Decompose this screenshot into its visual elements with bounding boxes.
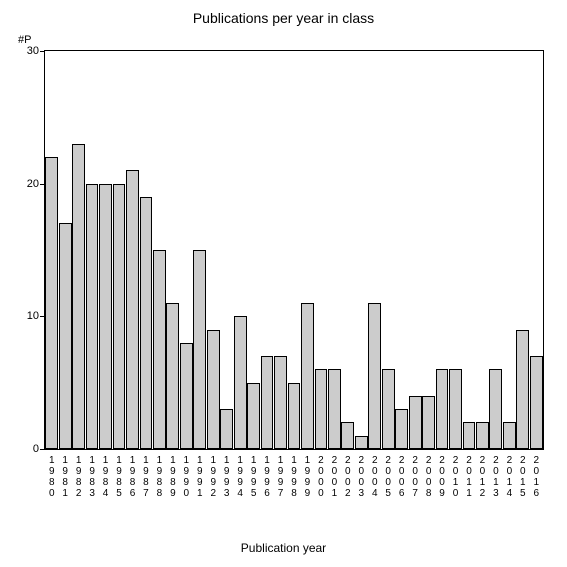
bar	[503, 422, 516, 449]
bar	[193, 250, 206, 449]
plot-area	[44, 50, 544, 450]
bar	[180, 343, 193, 449]
bar	[301, 303, 314, 449]
xtick-label: 2013	[491, 455, 501, 499]
xtick-label: 1996	[262, 455, 272, 499]
xtick-label: 2005	[383, 455, 393, 499]
bar	[86, 184, 99, 449]
xtick-label: 2015	[518, 455, 528, 499]
bar	[234, 316, 247, 449]
bar	[315, 369, 328, 449]
xtick-label: 2012	[477, 455, 487, 499]
xtick-label: 1991	[195, 455, 205, 499]
bar	[274, 356, 287, 449]
xtick-label: 2016	[531, 455, 541, 499]
chart-title: Publications per year in class	[0, 10, 567, 26]
bar	[220, 409, 233, 449]
bar	[436, 369, 449, 449]
xtick-label: 1988	[154, 455, 164, 499]
bars-group	[45, 51, 543, 449]
bar	[126, 170, 139, 449]
ytick-label: 20	[9, 178, 39, 190]
xaxis-label: Publication year	[0, 541, 567, 555]
xtick-label: 1989	[168, 455, 178, 499]
bar	[328, 369, 341, 449]
bar	[409, 396, 422, 449]
bar	[247, 383, 260, 449]
xtick-label: 2010	[451, 455, 461, 499]
bar	[140, 197, 153, 449]
xtick-label: 2000	[316, 455, 326, 499]
xtick-label: 1982	[74, 455, 84, 499]
xtick-label: 1987	[141, 455, 151, 499]
bar	[382, 369, 395, 449]
xtick-label: 1995	[249, 455, 259, 499]
xtick-label: 2004	[370, 455, 380, 499]
xtick-label: 1984	[101, 455, 111, 499]
bar	[530, 356, 543, 449]
bar	[153, 250, 166, 449]
bar	[45, 157, 58, 449]
xtick-label: 1999	[302, 455, 312, 499]
bar	[207, 330, 220, 449]
bar	[113, 184, 126, 449]
bar	[288, 383, 301, 449]
xtick-label: 1986	[127, 455, 137, 499]
bar	[166, 303, 179, 449]
xtick-label: 1983	[87, 455, 97, 499]
xtick-label: 1993	[222, 455, 232, 499]
xtick-label: 2008	[424, 455, 434, 499]
bar	[449, 369, 462, 449]
bar	[72, 144, 85, 449]
xtick-label: 2009	[437, 455, 447, 499]
xtick-label: 2001	[329, 455, 339, 499]
bar	[422, 396, 435, 449]
bar	[99, 184, 112, 449]
xtick-label: 2011	[464, 455, 474, 499]
xtick-label: 2007	[410, 455, 420, 499]
xtick-label: 2006	[397, 455, 407, 499]
bar	[476, 422, 489, 449]
ytick-label: 30	[9, 45, 39, 57]
bar	[463, 422, 476, 449]
xtick-label: 1997	[276, 455, 286, 499]
ytick-label: 0	[9, 443, 39, 455]
xtick-label: 1992	[208, 455, 218, 499]
bar	[341, 422, 354, 449]
xtick-label: 2014	[504, 455, 514, 499]
chart-container: Publications per year in class #P 010203…	[0, 0, 567, 567]
bar	[355, 436, 368, 449]
bar	[489, 369, 502, 449]
xtick-label: 1981	[60, 455, 70, 499]
xtick-label: 1980	[47, 455, 57, 499]
bar	[395, 409, 408, 449]
xtick-label: 2002	[343, 455, 353, 499]
xtick-label: 1990	[181, 455, 191, 499]
bar	[516, 330, 529, 449]
xtick-label: 1994	[235, 455, 245, 499]
xtick-label: 2003	[356, 455, 366, 499]
ytick-label: 10	[9, 310, 39, 322]
bar	[261, 356, 274, 449]
xtick-label: 1998	[289, 455, 299, 499]
xtick-label: 1985	[114, 455, 124, 499]
bar	[59, 223, 72, 449]
bar	[368, 303, 381, 449]
